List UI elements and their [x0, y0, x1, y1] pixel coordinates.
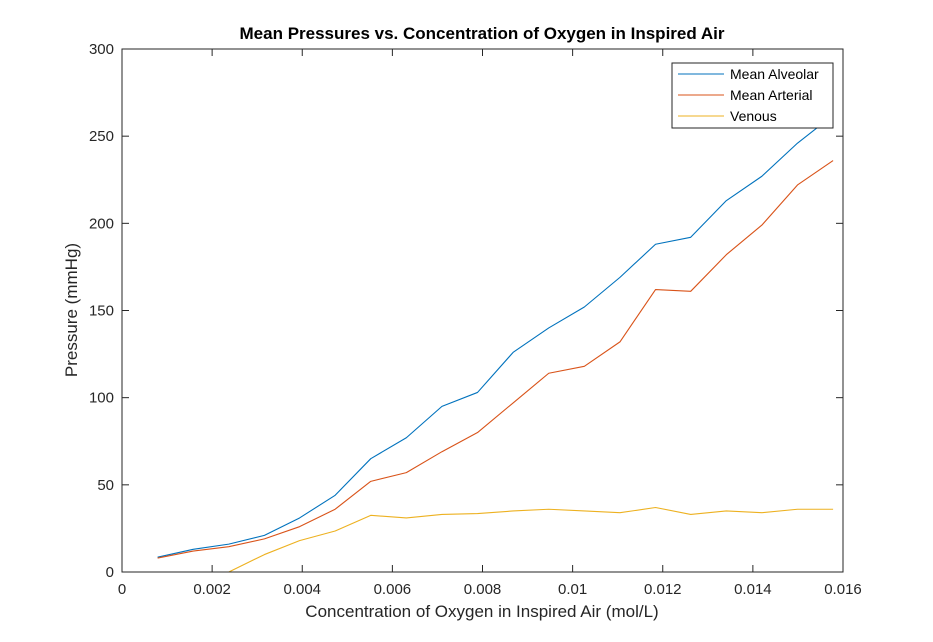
y-tick-label: 50	[97, 477, 114, 494]
x-tick-label: 0.016	[824, 581, 862, 598]
y-tick-label: 0	[106, 564, 114, 581]
chart-title: Mean Pressures vs. Concentration of Oxyg…	[240, 24, 725, 43]
y-tick-label: 150	[89, 303, 114, 320]
x-tick-label: 0.012	[644, 581, 682, 598]
legend-label: Mean Alveolar	[730, 66, 819, 82]
y-tick-label: 200	[89, 215, 114, 232]
legend: Mean Alveolar Mean Arterial Venous	[672, 63, 833, 128]
x-tick-label: 0.01	[558, 581, 587, 598]
x-tick-label: 0	[118, 581, 126, 598]
x-tick-label: 0.006	[374, 581, 412, 598]
x-tick-label: 0.014	[734, 581, 772, 598]
x-axis-label: Concentration of Oxygen in Inspired Air …	[305, 602, 658, 621]
y-axis-label: Pressure (mmHg)	[62, 243, 81, 377]
x-tick-label: 0.002	[193, 581, 231, 598]
y-tick-label: 250	[89, 128, 114, 145]
y-tick-label: 100	[89, 390, 114, 407]
x-tick-label: 0.004	[283, 581, 321, 598]
x-tick-label: 0.008	[464, 581, 502, 598]
legend-label: Mean Arterial	[730, 87, 812, 103]
legend-label: Venous	[730, 108, 777, 124]
y-tick-label: 300	[89, 41, 114, 58]
